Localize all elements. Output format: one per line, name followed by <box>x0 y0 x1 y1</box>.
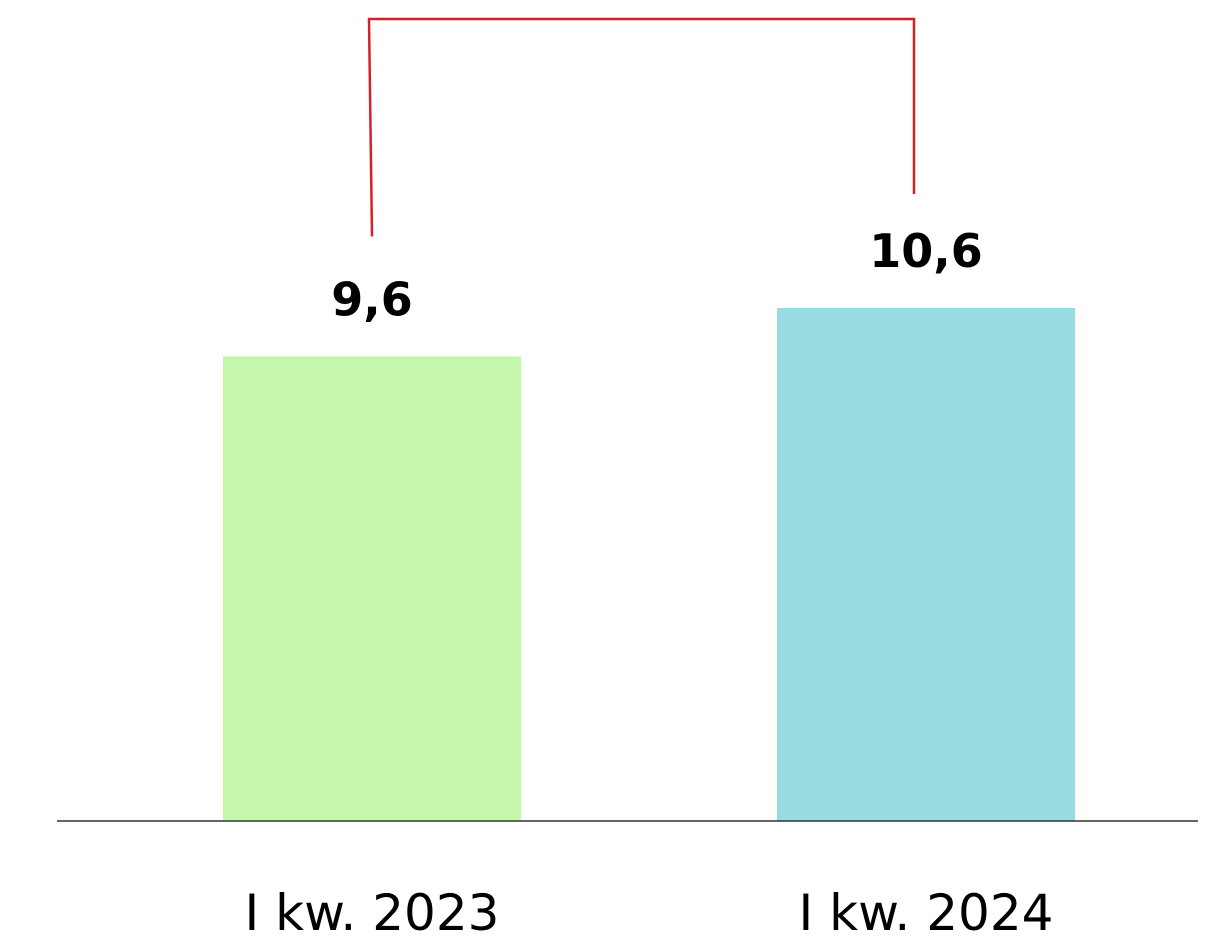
x-tick-label-2: I kw. 2024 <box>799 884 1054 938</box>
bar-2 <box>777 307 1075 822</box>
bar-1 <box>223 356 521 821</box>
tick-labels-group: I kw. 2023 I kw. 2024 <box>245 884 1054 938</box>
value-label-1: 9,6 <box>331 272 413 326</box>
bars-group <box>223 307 1075 822</box>
x-tick-label-1: I kw. 2023 <box>245 884 500 938</box>
value-labels-group: 9,6 10,6 <box>331 224 983 326</box>
comparison-bracket <box>367 17 916 237</box>
value-label-2: 10,6 <box>869 224 983 278</box>
